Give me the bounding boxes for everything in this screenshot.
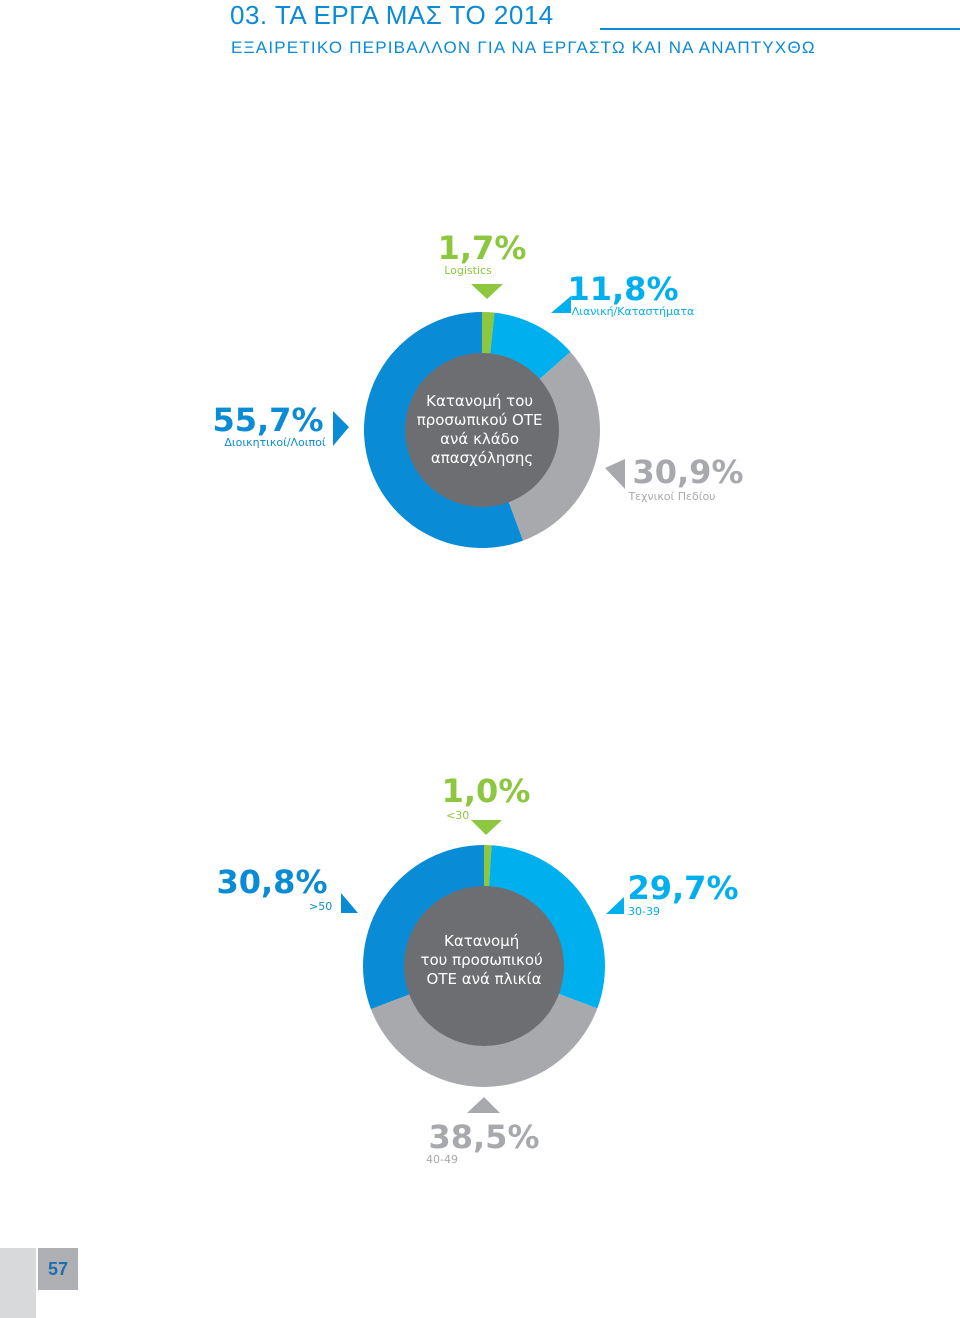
age-30-39-value-label: 29,7% xyxy=(627,869,738,907)
page-subtitle: ΕΞΑΙΡΕΤΙΚΟ ΠΕΡΙΒΑΛΛΟΝ ΓΙΑ ΝΑ ΕΡΓΑΣΤΩ ΚΑΙ… xyxy=(231,38,816,57)
retail-pointer-triangle xyxy=(551,296,571,313)
occupation-center-line-3: ανά κλάδο xyxy=(440,430,519,448)
occupation-center-disc xyxy=(405,353,559,507)
administrative-pointer-triangle xyxy=(333,411,349,446)
age-30-39-pointer-triangle xyxy=(606,897,624,914)
page-title: 03. ΤΑ ΕΡΓΑ ΜΑΣ ΤΟ 2014 xyxy=(230,0,554,30)
under-30-pointer-triangle xyxy=(471,820,502,835)
retail-value-label: 11,8% xyxy=(567,270,678,308)
occupation-center-line-2: προσωπικού ΟΤΕ xyxy=(417,411,543,429)
age-donut-chart: Κατανομή του προσωπικού ΟΤΕ ανά πλικία 1… xyxy=(216,772,738,1166)
age-center-line-1: Κατανομή xyxy=(444,932,519,950)
retail-category-label: Λιανική/Καταστήματα xyxy=(572,305,695,318)
occupation-center-line-4: απασχόλησης xyxy=(431,449,533,467)
field-technicians-pointer-triangle xyxy=(605,459,625,489)
age-40-49-category-label: 40-49 xyxy=(426,1153,458,1166)
over-50-value-label: 30,8% xyxy=(216,863,327,901)
administrative-value-label: 55,7% xyxy=(212,401,323,439)
occupation-center-line-1: Κατανομή του xyxy=(426,392,533,410)
logistics-value-label: 1,7% xyxy=(438,229,527,267)
page-number: 57 xyxy=(38,1248,78,1290)
over-50-pointer-triangle xyxy=(341,893,358,913)
occupation-donut-chart: Κατανομή του προσωπικού ΟΤΕ ανά κλάδο απ… xyxy=(212,229,744,548)
field-technicians-value-label: 30,9% xyxy=(632,453,743,491)
age-center-line-2: του προσωπικού xyxy=(420,951,542,969)
age-center-disc xyxy=(404,886,564,1046)
age-30-39-category-label: 30-39 xyxy=(628,905,660,918)
age-center-label: Κατανομή του προσωπικού ΟΤΕ ανά πλικία xyxy=(420,932,547,988)
age-40-49-value-label: 38,5% xyxy=(428,1118,539,1156)
logistics-pointer-triangle xyxy=(471,284,503,299)
occupation-center-label: Κατανομή του προσωπικού ΟΤΕ ανά κλάδο απ… xyxy=(417,392,548,467)
field-technicians-category-label: Τεχνικοί Πεδίου xyxy=(627,490,715,503)
logistics-category-label: Logistics xyxy=(444,264,492,277)
over-50-category-label: >50 xyxy=(309,900,332,913)
under-30-value-label: 1,0% xyxy=(442,772,531,810)
header-rule xyxy=(600,28,960,30)
age-40-49-pointer-triangle xyxy=(467,1097,500,1113)
under-30-category-label: <30 xyxy=(446,809,469,822)
age-center-line-3: ΟΤΕ ανά πλικία xyxy=(427,970,542,988)
administrative-category-label: Διοικητικοί/Λοιποί xyxy=(224,436,325,449)
page-corner-box xyxy=(0,1248,36,1318)
